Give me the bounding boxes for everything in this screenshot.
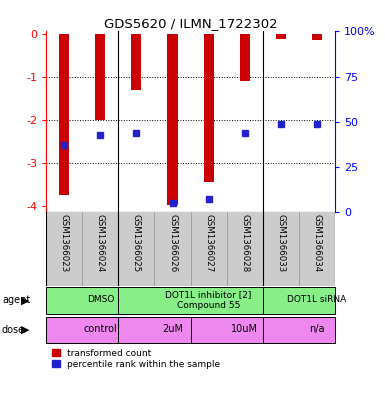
Text: control: control xyxy=(84,324,117,334)
Bar xyxy=(131,33,141,90)
Bar xyxy=(119,317,191,343)
Legend: transformed count, percentile rank within the sample: transformed count, percentile rank withi… xyxy=(51,348,221,369)
Text: GSM1366026: GSM1366026 xyxy=(168,214,177,272)
Bar xyxy=(46,317,119,343)
Text: DOT1L siRNA: DOT1L siRNA xyxy=(287,296,346,305)
Text: GSM1366033: GSM1366033 xyxy=(276,214,285,272)
Bar xyxy=(263,317,335,343)
Bar xyxy=(167,33,177,205)
Text: GSM1366023: GSM1366023 xyxy=(60,214,69,272)
Bar xyxy=(263,287,335,314)
Text: n/a: n/a xyxy=(309,324,325,334)
Bar xyxy=(276,33,286,39)
Text: 10uM: 10uM xyxy=(231,324,258,334)
Bar xyxy=(191,317,263,343)
Text: DMSO: DMSO xyxy=(87,296,114,305)
Text: GSM1366034: GSM1366034 xyxy=(312,214,321,272)
Bar xyxy=(119,287,263,314)
Bar xyxy=(95,33,105,119)
Text: GSM1366025: GSM1366025 xyxy=(132,214,141,272)
Bar xyxy=(312,33,322,40)
Text: 2uM: 2uM xyxy=(162,324,183,334)
Text: GSM1366024: GSM1366024 xyxy=(96,214,105,272)
Text: GSM1366027: GSM1366027 xyxy=(204,214,213,272)
Bar xyxy=(239,33,250,81)
Text: ▶: ▶ xyxy=(21,296,30,305)
Text: dose: dose xyxy=(2,325,25,335)
Text: DOT1L inhibitor [2]
Compound 55: DOT1L inhibitor [2] Compound 55 xyxy=(166,290,252,310)
Bar xyxy=(204,33,214,182)
Text: agent: agent xyxy=(2,296,30,305)
Bar xyxy=(59,33,69,195)
Text: GSM1366028: GSM1366028 xyxy=(240,214,249,272)
Text: ▶: ▶ xyxy=(21,325,30,335)
Bar xyxy=(46,287,119,314)
Title: GDS5620 / ILMN_1722302: GDS5620 / ILMN_1722302 xyxy=(104,17,277,30)
